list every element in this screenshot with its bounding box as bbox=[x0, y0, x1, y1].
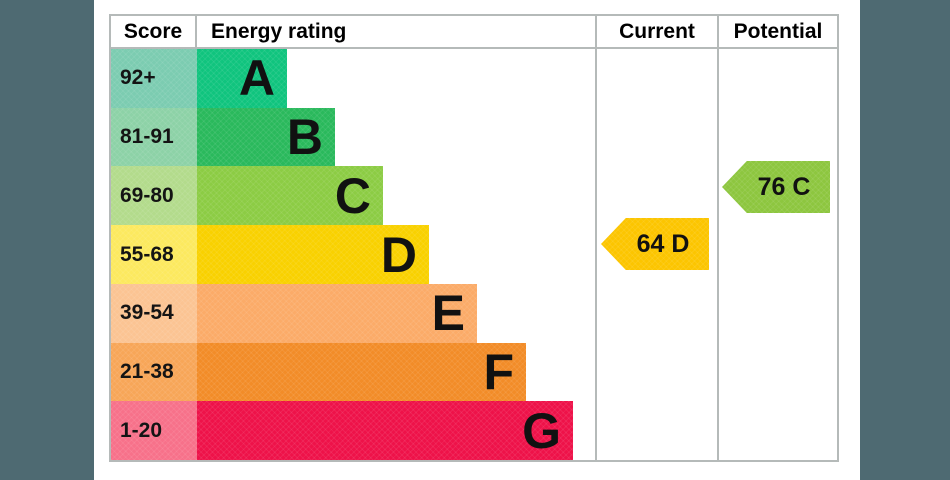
energy-rating-column-header: Energy rating bbox=[211, 19, 347, 43]
band-row-f: 21-38 F bbox=[111, 342, 595, 402]
epc-table: Score Energy rating 92+ A 81-91 B 69-80 … bbox=[109, 14, 839, 462]
current-rating-arrow: 64 D bbox=[601, 218, 709, 270]
score-range-d: 55-68 bbox=[111, 225, 197, 284]
band-row-c: 69-80 C bbox=[111, 166, 595, 226]
potential-column: Potential bbox=[717, 16, 837, 460]
rating-bar-f: F bbox=[197, 342, 526, 402]
rating-bar-a: A bbox=[197, 49, 287, 108]
table-header-row: Score Energy rating bbox=[111, 16, 595, 49]
potential-column-header: Potential bbox=[719, 16, 837, 49]
score-range-c: 69-80 bbox=[111, 166, 197, 226]
band-row-e: 39-54 E bbox=[111, 283, 595, 343]
rating-bar-e: E bbox=[197, 283, 477, 343]
band-row-a: 92+ A bbox=[111, 49, 595, 108]
score-range-g: 1-20 bbox=[111, 401, 197, 461]
bands-column: Score Energy rating 92+ A 81-91 B 69-80 … bbox=[111, 16, 595, 461]
band-row-d: 55-68 D bbox=[111, 225, 595, 284]
rating-bar-b: B bbox=[197, 107, 335, 167]
score-column-header: Score bbox=[111, 16, 197, 47]
score-range-a: 92+ bbox=[111, 49, 197, 108]
rating-bar-c: C bbox=[197, 166, 383, 226]
score-range-e: 39-54 bbox=[111, 283, 197, 343]
band-row-g: 1-20 G bbox=[111, 401, 595, 461]
score-range-b: 81-91 bbox=[111, 107, 197, 167]
rating-bar-g: G bbox=[197, 401, 573, 461]
potential-rating-arrow: 76 C bbox=[722, 161, 830, 213]
band-row-b: 81-91 B bbox=[111, 107, 595, 167]
score-range-f: 21-38 bbox=[111, 342, 197, 402]
band-rows: 92+ A 81-91 B 69-80 C 55-68 D bbox=[111, 49, 595, 461]
current-column-header: Current bbox=[597, 16, 717, 49]
chart-panel: Score Energy rating 92+ A 81-91 B 69-80 … bbox=[94, 0, 860, 480]
current-column: Current bbox=[595, 16, 717, 460]
rating-bar-d: D bbox=[197, 225, 429, 284]
